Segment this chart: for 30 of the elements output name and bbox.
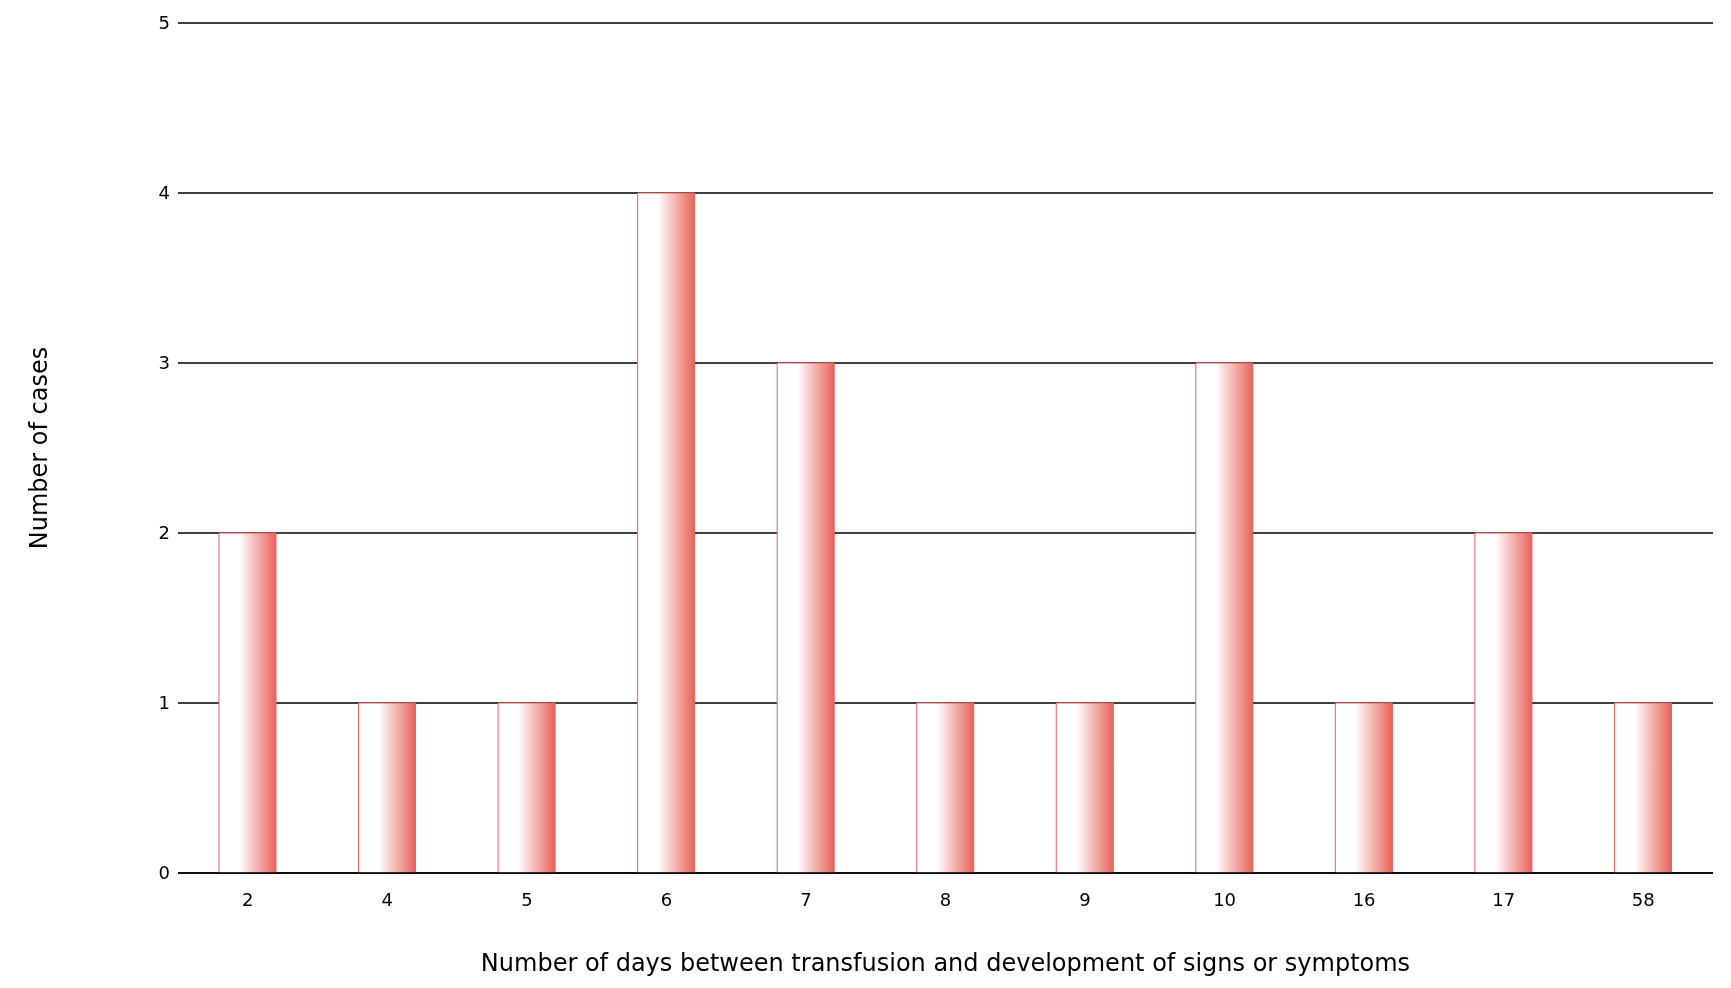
x-axis-title: Number of days between transfusion and development of signs or symptoms <box>480 949 1411 977</box>
y-tick-label: 5 <box>158 12 170 34</box>
x-tick-label: 58 <box>1631 888 1655 910</box>
bar <box>637 192 696 873</box>
x-tick-label: 2 <box>242 888 254 910</box>
y-tick-label: 3 <box>158 352 170 374</box>
y-axis-title: Number of cases <box>24 346 53 550</box>
bar <box>1474 532 1533 873</box>
bar <box>1613 702 1672 873</box>
x-tick-label: 16 <box>1352 888 1376 910</box>
x-tick-label: 4 <box>381 888 394 910</box>
x-tick-label: 6 <box>660 888 673 910</box>
x-tick-label: 8 <box>939 888 952 910</box>
x-tick-label: 7 <box>800 888 812 910</box>
bar <box>916 702 975 873</box>
bar <box>358 702 417 873</box>
bar <box>1195 362 1254 873</box>
y-tick-label: 1 <box>158 692 170 714</box>
x-tick-label: 10 <box>1213 888 1237 910</box>
bar <box>776 362 835 873</box>
bar <box>1334 702 1393 873</box>
x-tick-label: 17 <box>1492 888 1516 910</box>
bar <box>497 702 556 873</box>
x-tick-label: 9 <box>1079 888 1091 910</box>
bar <box>218 532 277 873</box>
y-tick-label: 0 <box>158 862 170 884</box>
bar <box>1055 702 1114 873</box>
y-tick-label: 2 <box>158 522 170 544</box>
y-tick-label: 4 <box>158 182 170 204</box>
x-tick-label: 5 <box>521 888 533 910</box>
